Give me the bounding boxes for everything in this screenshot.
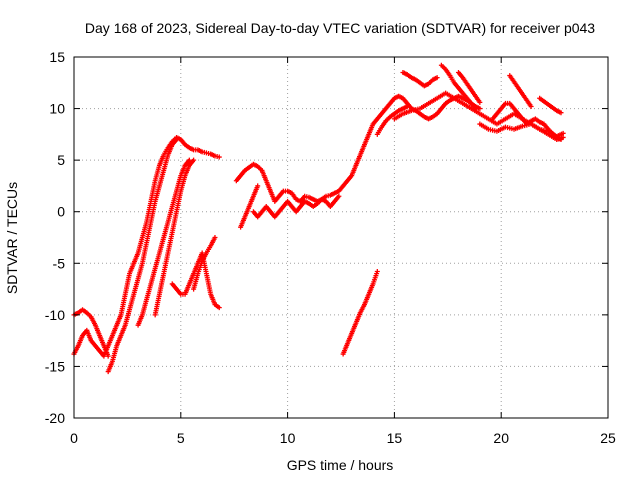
series-track-g <box>152 157 197 318</box>
series-track-t <box>374 104 410 137</box>
data-marks <box>71 62 566 375</box>
y-tick-label: -10 <box>45 307 65 323</box>
y-tick-labels: -20 -15 -10 -5 0 5 10 15 <box>45 49 65 426</box>
y-tick-label: -15 <box>45 358 65 374</box>
data-point <box>105 353 111 359</box>
data-point <box>560 130 566 136</box>
series-track-c <box>105 137 180 375</box>
data-point <box>558 110 564 116</box>
x-tick-label: 25 <box>600 430 616 446</box>
series-track-i <box>238 183 261 230</box>
series-track-m <box>438 62 479 112</box>
data-point <box>212 235 218 240</box>
data-point <box>336 193 342 199</box>
y-tick-label: 10 <box>49 101 65 117</box>
series-track-a <box>71 134 222 359</box>
axis-ticks <box>73 56 609 419</box>
x-tick-label: 0 <box>70 430 78 446</box>
x-axis-label: GPS time / hours <box>287 457 394 473</box>
data-point <box>558 137 564 143</box>
series-track-o <box>400 69 440 89</box>
plot-frame <box>73 56 609 419</box>
y-tick-label: 5 <box>57 152 65 168</box>
data-point <box>477 106 483 112</box>
y-tick-label: -5 <box>53 255 66 271</box>
y-tick-label: 0 <box>57 204 65 220</box>
data-point <box>434 75 440 81</box>
data-point <box>191 157 197 163</box>
series-track-d <box>135 157 192 328</box>
grid <box>74 57 608 418</box>
y-tick-label: 15 <box>49 49 65 65</box>
x-tick-label: 10 <box>280 430 296 446</box>
data-point <box>374 269 380 275</box>
data-point <box>473 106 479 112</box>
data-point <box>528 104 534 110</box>
series-track-j <box>250 193 342 220</box>
x-tick-label: 15 <box>387 430 403 446</box>
data-point <box>174 137 180 143</box>
x-tick-labels: 0 5 10 15 20 25 <box>70 430 616 446</box>
data-point <box>216 305 222 311</box>
series-track-s <box>477 121 566 139</box>
data-point <box>477 99 483 105</box>
data-point <box>186 157 192 163</box>
y-axis-label: SDTVAR / TECUs <box>4 182 20 294</box>
x-tick-label: 5 <box>177 430 185 446</box>
series-track-h <box>233 93 483 204</box>
series-track-n <box>455 69 483 105</box>
series-track-k <box>340 269 380 357</box>
y-tick-label: -20 <box>45 410 65 426</box>
x-tick-label: 20 <box>493 430 509 446</box>
series-track-p <box>507 73 534 110</box>
series-track-f <box>191 235 218 292</box>
chart-title: Day 168 of 2023, Sidereal Day-to-day VTE… <box>85 20 595 36</box>
data-point <box>255 183 261 189</box>
data-point <box>404 104 410 110</box>
series-track-r <box>537 95 564 116</box>
data-point <box>216 154 222 160</box>
